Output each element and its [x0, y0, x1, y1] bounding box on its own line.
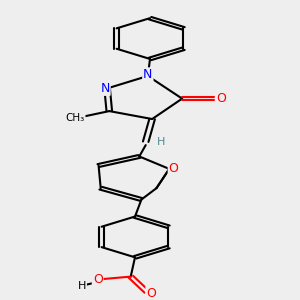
Text: H: H [157, 137, 165, 147]
Text: N: N [143, 68, 152, 81]
Text: O: O [169, 162, 178, 176]
Text: H: H [78, 281, 86, 291]
Text: O: O [146, 287, 156, 300]
Text: O: O [216, 92, 226, 105]
Text: N: N [100, 82, 110, 95]
Text: CH₃: CH₃ [65, 113, 85, 123]
Text: O: O [93, 273, 103, 286]
